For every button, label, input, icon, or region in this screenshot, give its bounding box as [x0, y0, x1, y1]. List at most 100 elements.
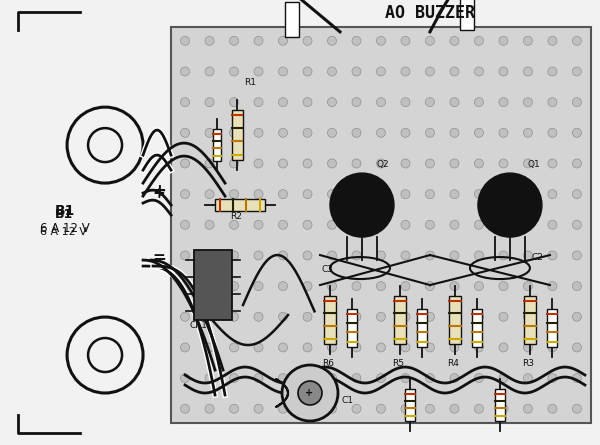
Circle shape	[548, 282, 557, 291]
Circle shape	[425, 190, 434, 198]
Circle shape	[181, 159, 190, 168]
Circle shape	[278, 282, 287, 291]
Circle shape	[475, 404, 484, 413]
Bar	[194, 250, 232, 320]
Circle shape	[401, 128, 410, 138]
Text: Q2: Q2	[377, 160, 389, 169]
Circle shape	[205, 282, 214, 291]
Circle shape	[254, 36, 263, 45]
Circle shape	[328, 251, 337, 260]
Circle shape	[328, 67, 337, 76]
Circle shape	[548, 343, 557, 352]
Circle shape	[450, 343, 459, 352]
Circle shape	[572, 97, 581, 107]
Circle shape	[572, 220, 581, 229]
Circle shape	[230, 128, 239, 138]
Text: C1: C1	[342, 396, 354, 405]
Circle shape	[401, 282, 410, 291]
Circle shape	[499, 128, 508, 138]
Bar	[495, 389, 505, 421]
Text: R2: R2	[230, 212, 242, 221]
Circle shape	[376, 343, 385, 352]
Circle shape	[254, 220, 263, 229]
Circle shape	[254, 343, 263, 352]
Text: B1: B1	[55, 208, 73, 221]
Bar	[524, 296, 536, 344]
Circle shape	[181, 128, 190, 138]
Circle shape	[352, 343, 361, 352]
Circle shape	[548, 159, 557, 168]
Circle shape	[181, 282, 190, 291]
Circle shape	[475, 67, 484, 76]
Circle shape	[181, 190, 190, 198]
Circle shape	[205, 312, 214, 321]
Circle shape	[523, 220, 532, 229]
Circle shape	[303, 312, 312, 321]
Circle shape	[548, 251, 557, 260]
Circle shape	[572, 374, 581, 383]
Circle shape	[401, 159, 410, 168]
Circle shape	[523, 159, 532, 168]
Bar	[394, 296, 406, 344]
Circle shape	[450, 220, 459, 229]
Circle shape	[230, 312, 239, 321]
Circle shape	[499, 282, 508, 291]
Circle shape	[181, 251, 190, 260]
Circle shape	[548, 128, 557, 138]
Circle shape	[328, 220, 337, 229]
Bar	[324, 296, 336, 344]
Circle shape	[376, 97, 385, 107]
Circle shape	[548, 220, 557, 229]
Bar	[347, 309, 357, 347]
Circle shape	[572, 128, 581, 138]
Circle shape	[328, 36, 337, 45]
Text: −: −	[152, 248, 165, 263]
Bar	[417, 309, 427, 347]
Circle shape	[401, 404, 410, 413]
Circle shape	[254, 374, 263, 383]
Circle shape	[425, 67, 434, 76]
Circle shape	[376, 312, 385, 321]
Circle shape	[499, 36, 508, 45]
Circle shape	[450, 282, 459, 291]
Circle shape	[328, 190, 337, 198]
Circle shape	[303, 404, 312, 413]
Circle shape	[425, 404, 434, 413]
Text: R3: R3	[522, 359, 534, 368]
Text: Q1: Q1	[528, 160, 541, 169]
Circle shape	[499, 190, 508, 198]
Circle shape	[230, 159, 239, 168]
Circle shape	[230, 190, 239, 198]
Circle shape	[376, 128, 385, 138]
Circle shape	[205, 374, 214, 383]
Circle shape	[328, 128, 337, 138]
Circle shape	[303, 343, 312, 352]
Circle shape	[523, 36, 532, 45]
Circle shape	[254, 97, 263, 107]
Text: C3: C3	[322, 265, 334, 274]
Bar	[285, 2, 299, 37]
Text: R6: R6	[322, 359, 334, 368]
Circle shape	[352, 128, 361, 138]
Circle shape	[352, 220, 361, 229]
Circle shape	[328, 404, 337, 413]
Circle shape	[303, 251, 312, 260]
Text: 6 A 12 V: 6 A 12 V	[40, 222, 90, 235]
Circle shape	[401, 343, 410, 352]
Circle shape	[499, 343, 508, 352]
Text: C2: C2	[532, 253, 544, 262]
Circle shape	[205, 128, 214, 138]
Circle shape	[352, 97, 361, 107]
Circle shape	[425, 128, 434, 138]
Circle shape	[572, 159, 581, 168]
Circle shape	[450, 374, 459, 383]
Circle shape	[278, 128, 287, 138]
Circle shape	[475, 312, 484, 321]
Circle shape	[230, 220, 239, 229]
Circle shape	[352, 404, 361, 413]
Circle shape	[181, 220, 190, 229]
Text: +: +	[152, 186, 165, 201]
Circle shape	[499, 251, 508, 260]
Circle shape	[181, 374, 190, 383]
Circle shape	[450, 36, 459, 45]
